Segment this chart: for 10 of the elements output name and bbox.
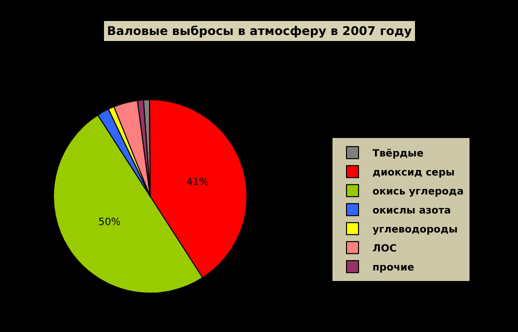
legend-label: окислы азота bbox=[372, 206, 451, 217]
legend-label: диоксид серы bbox=[372, 168, 455, 179]
legend-label: ЛОС bbox=[372, 244, 397, 255]
chart-title: Валовые выбросы в атмосферу в 2007 году bbox=[107, 24, 412, 38]
legend-label: прочие bbox=[372, 262, 414, 274]
legend-label: окись углерода bbox=[372, 186, 464, 198]
data-label: 41% bbox=[186, 176, 209, 188]
data-label: 50% bbox=[98, 217, 121, 228]
legend-label: углеводороды bbox=[372, 224, 458, 236]
legend-label: Твёрдые bbox=[372, 148, 424, 160]
